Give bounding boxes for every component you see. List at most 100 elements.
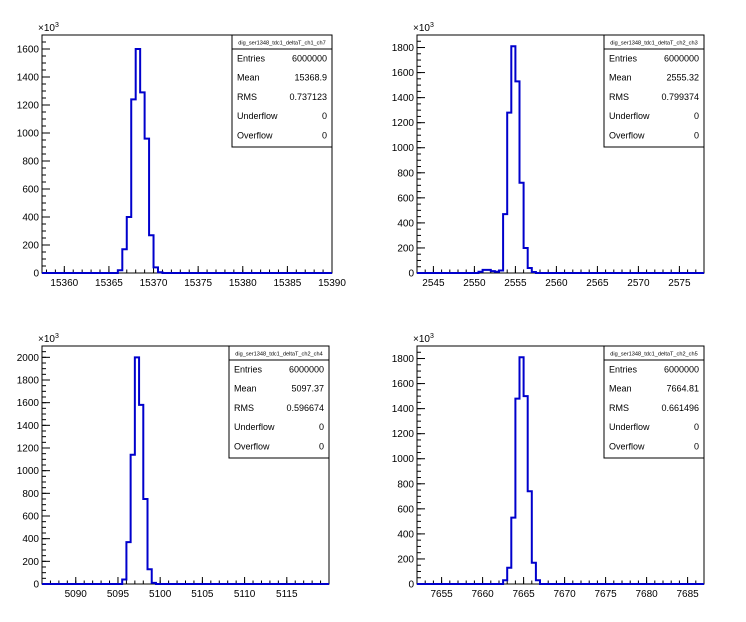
stats-row-label: Entries — [237, 54, 266, 64]
stats-row-label: Entries — [234, 365, 263, 375]
stats-row-value: 0.596674 — [286, 403, 324, 413]
stats-row-label: Overflow — [609, 130, 645, 140]
stats-box: dig_ser1348_tdc1_deltaT_ch1_ch7 Entries 60… — [231, 34, 333, 148]
y-tick-label: 1600 — [17, 398, 40, 409]
y-tick-label: 1000 — [17, 129, 40, 140]
y-tick-label: 400 — [22, 534, 39, 545]
stats-row-label: Underflow — [609, 422, 650, 432]
y-tick-label: 600 — [22, 185, 39, 196]
x-tick-label: 15385 — [273, 278, 301, 289]
y-tick-label: 0 — [408, 269, 414, 280]
x-tick-label: 2565 — [586, 278, 609, 289]
y-tick-label: 0 — [408, 580, 414, 591]
stats-row-label: Overflow — [234, 441, 270, 451]
stats-row-value: 0.799374 — [661, 92, 699, 102]
y-tick-label: 200 — [22, 241, 39, 252]
x-tick-label: 7685 — [676, 589, 699, 600]
stats-box-title: dig_ser1348_tdc1_deltaT_ch2_ch3 — [610, 41, 697, 47]
stats-row-label: RMS — [609, 403, 629, 413]
x-tick-label: 5090 — [65, 589, 88, 600]
x-tick-label: 2550 — [463, 278, 486, 289]
x-tick-label: 2570 — [627, 278, 650, 289]
stats-row-label: Mean — [609, 384, 632, 394]
y-tick-label: 800 — [22, 157, 39, 168]
stats-row-label: Underflow — [609, 111, 650, 121]
x-tick-label: 7680 — [635, 589, 658, 600]
x-tick-label: 5095 — [107, 589, 130, 600]
histogram-panel-1: ×103 0 200 400 600 800 1000 1200 1400 1600 15360 15… — [17, 22, 347, 289]
x-tick-label: 15365 — [95, 278, 123, 289]
stats-box: dig_ser1348_tdc1_deltaT_ch2_ch4 Entries 60… — [228, 345, 330, 459]
stats-row-value: 0 — [322, 130, 327, 140]
stats-row-value: 6000000 — [664, 365, 699, 375]
y-tick-label: 1200 — [392, 429, 415, 440]
stats-row-value: 0.737123 — [289, 92, 327, 102]
y-tick-label: 1600 — [392, 379, 415, 390]
stats-row-label: Entries — [609, 54, 638, 64]
x-tick-label: 7655 — [430, 589, 453, 600]
y-tick-label: 1800 — [17, 376, 40, 387]
stats-box-frame — [231, 34, 333, 148]
stats-box-frame — [603, 34, 705, 148]
y-tick-label: 0 — [33, 580, 39, 591]
stats-row-value: 15368.9 — [294, 73, 327, 83]
x-tick-label: 15360 — [50, 278, 78, 289]
stats-row-label: Underflow — [234, 422, 275, 432]
y-tick-label: 1000 — [392, 454, 415, 465]
y-tick-label: 200 — [397, 243, 414, 254]
stats-row-label: RMS — [237, 92, 257, 102]
y-tick-label: 1200 — [17, 101, 40, 112]
stats-box-frame — [603, 345, 705, 459]
histogram-line — [42, 356, 329, 585]
stats-row-value: 2555.32 — [666, 73, 699, 83]
stats-row-label: Overflow — [609, 441, 645, 451]
x-tick-label: 7665 — [512, 589, 535, 600]
x-tick-label: 15390 — [318, 278, 346, 289]
y-tick-label: 1000 — [17, 466, 40, 477]
stats-row-value: 0 — [694, 111, 699, 121]
stats-box: dig_ser1348_tdc1_deltaT_ch2_ch5 Entries 60… — [603, 345, 705, 459]
y-tick-label: 1800 — [392, 354, 415, 365]
x-tick-label: 15380 — [229, 278, 257, 289]
y-tick-label: 600 — [397, 504, 414, 515]
x-tick-label: 2560 — [545, 278, 568, 289]
y-tick-label: 200 — [22, 557, 39, 568]
y-tick-label: 1400 — [17, 73, 40, 84]
stats-row-value: 6000000 — [289, 365, 324, 375]
stats-box: dig_ser1348_tdc1_deltaT_ch2_ch3 Entries 60… — [603, 34, 705, 148]
histogram-panel-2: ×103 0 200 400 600 800 1000 1200 1400 1600 1800 254… — [392, 22, 705, 289]
x-tick-label: 7675 — [594, 589, 617, 600]
x-tick-label: 7670 — [553, 589, 576, 600]
y-exponent-label: ×103 — [413, 333, 434, 345]
y-tick-label: 1600 — [392, 68, 415, 79]
stats-row-value: 6000000 — [292, 54, 327, 64]
y-tick-label: 1400 — [392, 93, 415, 104]
y-tick-label: 1600 — [17, 45, 40, 56]
stats-row-value: 0 — [694, 422, 699, 432]
stats-box-frame — [228, 345, 330, 459]
stats-row-label: RMS — [609, 92, 629, 102]
y-tick-label: 2000 — [17, 353, 40, 364]
stats-box-title: dig_ser1348_tdc1_deltaT_ch2_ch5 — [610, 352, 697, 358]
y-tick-label: 200 — [397, 554, 414, 565]
x-tick-label: 7660 — [471, 589, 494, 600]
y-exponent-label: ×103 — [38, 333, 59, 345]
y-tick-label: 1400 — [392, 404, 415, 415]
stats-row-value: 5097.37 — [291, 384, 324, 394]
x-tick-label: 2555 — [504, 278, 527, 289]
stats-row-value: 0 — [322, 111, 327, 121]
x-tick-label: 5105 — [191, 589, 214, 600]
stats-row-value: 0.661496 — [661, 403, 699, 413]
y-tick-label: 400 — [22, 213, 39, 224]
x-tick-label: 2545 — [422, 278, 445, 289]
y-exponent-label: ×103 — [413, 22, 434, 34]
y-tick-label: 1200 — [17, 444, 40, 455]
stats-box-title: dig_ser1348_tdc1_deltaT_ch1_ch7 — [238, 41, 325, 47]
stats-row-label: Mean — [237, 73, 260, 83]
y-tick-label: 1800 — [392, 43, 415, 54]
stats-row-value: 0 — [319, 441, 324, 451]
y-tick-label: 800 — [397, 479, 414, 490]
y-tick-label: 400 — [397, 529, 414, 540]
